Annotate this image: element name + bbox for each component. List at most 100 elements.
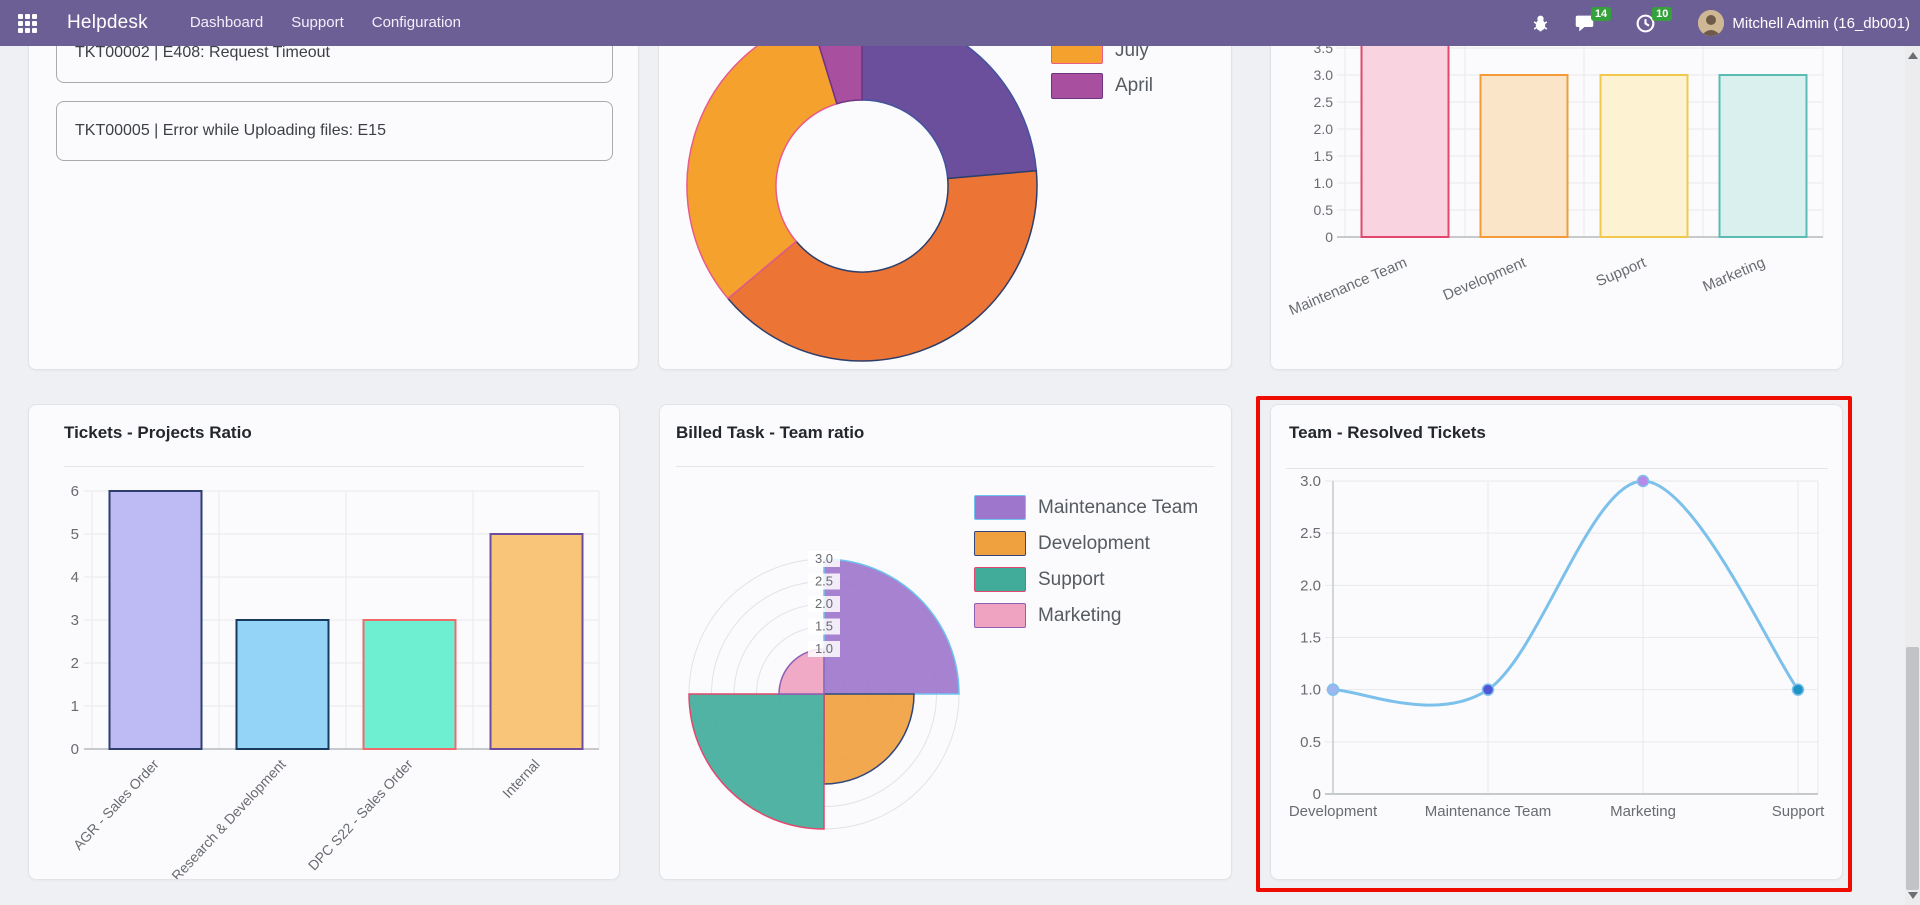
legend-item-april[interactable]: April [1051,73,1153,99]
menu-support[interactable]: Support [291,14,344,31]
tickets-projects-ratio-bar-2[interactable] [362,619,457,750]
r-tick-label: 2.0 [815,596,833,611]
messages-icon-group[interactable]: 14 [1574,7,1612,34]
r-tick-chip [808,596,840,612]
x-category-label: Research & Development [168,756,289,879]
donut-slice-0[interactable] [861,46,1038,180]
donut-chart-legend: July April [1051,46,1153,108]
donut-slice-3[interactable] [811,46,863,105]
legend-label: July [1115,46,1149,61]
divider [676,466,1215,467]
data-point-2[interactable] [1636,474,1650,488]
data-point-3[interactable] [1791,683,1805,696]
legend-item-development[interactable]: Development [974,531,1198,556]
legend-swatch [974,495,1026,520]
bar-chart[interactable]: 0 0.5 1.0 1.5 2.0 2.5 3.0 3.5 Maintenance Team De… [1271,46,1842,369]
polar-sector-2[interactable] [688,693,825,830]
team-open-bar-bar-0[interactable] [1360,46,1450,238]
r-tick-label: 3.0 [815,551,833,566]
tickets-projects-ratio-bar-0[interactable] [108,490,203,750]
team-resolved-tickets-card: Team - Resolved Tickets 0 0.5 1.0 1.5 2.0 2.5… [1270,404,1843,880]
data-point-0[interactable] [1326,683,1340,696]
r-tick-chip [808,573,840,590]
y-tick-label: 0.5 [1300,734,1321,751]
team-open-bar-bar-2[interactable] [1599,74,1689,238]
y-tick-label: 1.5 [1300,630,1321,647]
r-tick-label: 1.5 [815,619,833,634]
legend-item-july[interactable]: July [1051,46,1153,64]
legend-item-maintenance-team[interactable]: Maintenance Team [974,495,1198,520]
y-tick-label: 3.5 [1314,46,1334,56]
legend-label: Maintenance Team [1038,496,1199,518]
team-open-bar-bar-1[interactable] [1479,74,1569,238]
r-tick-label: 1.0 [815,641,833,656]
legend-label: Support [1038,568,1105,590]
legend-swatch [1051,73,1103,99]
y-tick-label: 1.0 [1314,175,1334,191]
tickets-projects-ratio-bar-1[interactable] [235,619,330,750]
divider [64,466,584,467]
ticket-item[interactable]: TKT00002 | E408: Request Timeout [56,46,613,83]
divider [1286,468,1828,469]
y-tick-label: 5 [71,526,79,543]
user-name[interactable]: Mitchell Admin (16_db001) [1732,14,1910,32]
billed-task-team-ratio-card: Billed Task - Team ratio 1.0 1.5 2.0 2.5 3.0… [659,404,1232,880]
y-tick-label: 4 [71,569,79,586]
polar-area-chart[interactable]: 1.0 1.5 2.0 2.5 3.0 [660,405,1231,879]
app-title[interactable]: Helpdesk [67,12,148,33]
legend-item-support[interactable]: Support [974,567,1198,592]
vertical-scrollbar[interactable] [1905,46,1920,905]
legend-item-marketing[interactable]: Marketing [974,603,1198,628]
legend-label: Marketing [1038,604,1122,626]
r-tick-chip [808,551,840,567]
donut-slice-2[interactable] [686,46,838,300]
tickets-projects-ratio-bar-3[interactable] [489,533,584,750]
x-category-label: Development [1289,803,1378,820]
x-category-label: Marketing [1700,254,1767,295]
bar-chart[interactable]: 0 1 2 3 4 5 6 AGR - Sales Order Research & Devel… [29,405,619,879]
line-chart[interactable]: 0 0.5 1.0 1.5 2.0 2.5 3.0 Development Maintenanc… [1271,405,1842,879]
legend-label: April [1115,75,1154,96]
menu-dashboard[interactable]: Dashboard [189,14,264,31]
y-tick-label: 3.0 [1300,473,1321,490]
debug-bug-icon[interactable] [1531,14,1550,33]
avatar-image [1698,10,1725,36]
r-tick-chip [808,641,840,657]
legend-label: Development [1038,532,1150,554]
data-point-1[interactable] [1481,683,1495,696]
x-category-label: AGR - Sales Order [70,756,162,853]
legend-swatch [974,567,1026,592]
y-tick-label: 2.0 [1300,577,1321,594]
donut-slice-1[interactable] [726,169,1038,362]
messages-count-badge: 14 [1590,7,1612,21]
x-category-label: Marketing [1610,803,1676,820]
x-category-label: Maintenance Team [1287,254,1410,319]
apps-menu-icon[interactable] [18,13,37,33]
y-tick-label: 0.5 [1314,202,1334,218]
top-navbar: Helpdesk Dashboard Support Configuration… [0,0,1920,46]
polar-sector-0[interactable] [823,558,960,695]
user-avatar[interactable] [1698,10,1725,36]
scrollbar-thumb[interactable] [1906,647,1919,890]
line-series [1332,479,1800,707]
x-category-label: Maintenance Team [1425,803,1551,820]
scroll-down-arrow-icon[interactable] [1908,892,1918,899]
y-tick-label: 2 [71,655,79,672]
polar-sector-1[interactable] [823,693,915,785]
y-tick-label: 0 [1325,229,1333,245]
y-tick-label: 2.5 [1314,94,1334,110]
legend-swatch [974,603,1026,628]
team-open-bar-bar-3[interactable] [1718,74,1808,238]
x-category-label: Internal [499,756,543,801]
scroll-up-arrow-icon[interactable] [1908,52,1918,59]
donut-chart[interactable] [659,46,1231,369]
polar-chart-legend: Maintenance Team Development Support Market… [974,495,1198,639]
activities-icon-group[interactable]: 10 [1635,7,1673,34]
ticket-item[interactable]: TKT00005 | Error while Uploading files: … [56,101,613,161]
ticket-item-label: TKT00005 | Error while Uploading files: … [75,122,386,139]
r-tick-chip [808,618,840,635]
menu-configuration[interactable]: Configuration [371,14,461,31]
y-tick-label: 6 [71,483,79,500]
y-tick-label: 0 [71,741,79,758]
dashboard-content: TKT00002 | E408: Request Timeout TKT0000… [0,46,1920,905]
